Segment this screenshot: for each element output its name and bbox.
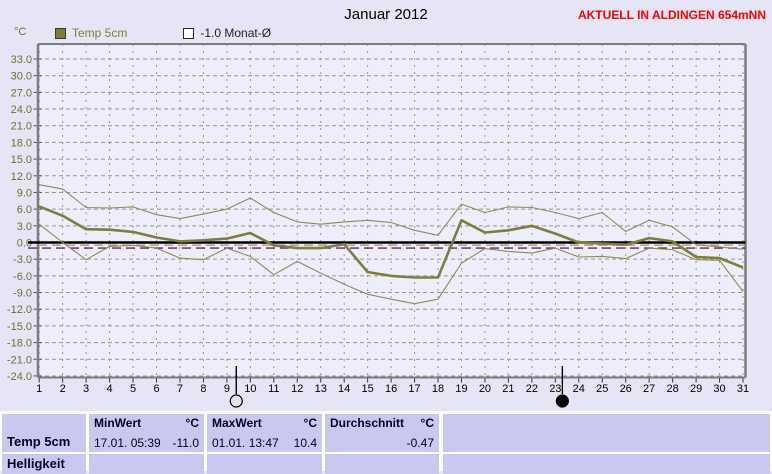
svg-text:-9.0: -9.0	[13, 288, 32, 300]
svg-text:8: 8	[200, 383, 206, 395]
station-note: AKTUELL IN ALDINGEN 654mNN	[577, 8, 766, 22]
svg-text:16: 16	[385, 383, 397, 395]
svg-text:-24.0: -24.0	[7, 371, 32, 383]
svg-text:2: 2	[60, 383, 66, 395]
svg-text:30.0: 30.0	[11, 71, 32, 83]
svg-text:27.0: 27.0	[11, 87, 32, 99]
svg-text:-3.0: -3.0	[13, 254, 32, 266]
minwert-cell: MinWert °C 17.01. 05:39 -11.0	[89, 414, 204, 452]
svg-text:24: 24	[573, 383, 585, 395]
svg-text:20: 20	[479, 383, 491, 395]
svg-text:4: 4	[107, 383, 113, 395]
svg-text:15: 15	[362, 383, 374, 395]
minwert-unit: °C	[185, 416, 199, 430]
svg-text:31: 31	[737, 383, 749, 395]
svg-text:21: 21	[502, 383, 514, 395]
statistics-table: Temp 5cm MinWert °C 17.01. 05:39 -11.0 M…	[0, 411, 772, 474]
temp5cm-legend-label: Temp 5cm	[72, 26, 128, 40]
svg-text:27: 27	[643, 383, 655, 395]
svg-text:22: 22	[526, 383, 538, 395]
maxwert-unit: °C	[303, 416, 317, 430]
svg-text:6: 6	[153, 383, 159, 395]
svg-text:11: 11	[268, 383, 279, 395]
maxwert-value: 10.4	[293, 436, 317, 450]
svg-text:14: 14	[338, 383, 350, 395]
svg-text:12.0: 12.0	[11, 171, 32, 183]
svg-text:9: 9	[224, 383, 230, 395]
svg-text:12: 12	[291, 383, 303, 395]
svg-text:1: 1	[36, 383, 42, 395]
y-axis-unit-label: °C	[14, 26, 27, 38]
svg-text:17: 17	[408, 383, 420, 395]
svg-text:-12.0: -12.0	[7, 304, 32, 316]
svg-text:-21.0: -21.0	[7, 354, 32, 366]
durchschnitt-value: -0.47	[406, 436, 434, 450]
svg-text:18.0: 18.0	[11, 137, 32, 149]
svg-text:7: 7	[177, 383, 183, 395]
monat-mean-legend-label: -1.0 Monat-Ø	[200, 26, 272, 40]
svg-text:13: 13	[315, 383, 327, 395]
svg-text:6.0: 6.0	[17, 204, 32, 216]
measurement-name-cell: Temp 5cm	[2, 414, 86, 452]
temperature-chart: 33.030.027.024.021.018.015.012.09.06.03.…	[7, 43, 749, 408]
svg-text:0.0: 0.0	[17, 238, 32, 250]
svg-text:23: 23	[549, 383, 561, 395]
durchschnitt-header: Durchschnitt	[330, 416, 405, 430]
page-title: Januar 2012	[344, 6, 428, 23]
measurement-label: Temp 5cm	[7, 434, 71, 449]
svg-text:28: 28	[666, 383, 678, 395]
svg-text:24.0: 24.0	[11, 104, 32, 116]
svg-text:10: 10	[244, 383, 256, 395]
durchschnitt-cell: Durchschnitt °C -0.47	[325, 414, 439, 452]
minwert-header: MinWert	[94, 416, 142, 430]
svg-text:18: 18	[432, 383, 444, 395]
svg-text:21.0: 21.0	[11, 121, 32, 133]
maxwert-header: MaxWert	[212, 416, 262, 430]
temp5cm-legend-swatch	[55, 27, 66, 39]
svg-text:26: 26	[620, 383, 632, 395]
measurement-label: Helligkeit	[7, 456, 65, 471]
svg-text:29: 29	[690, 383, 702, 395]
svg-text:3.0: 3.0	[17, 221, 32, 233]
minwert-datetime: 17.01. 05:39	[94, 436, 161, 450]
maxwert-datetime: 01.01. 13:47	[212, 436, 279, 450]
chart-legend: Temp 5cm -1.0 Monat-Ø	[55, 26, 271, 40]
svg-text:-18.0: -18.0	[7, 338, 32, 350]
monat-mean-legend-swatch	[183, 27, 195, 39]
svg-text:30: 30	[713, 383, 725, 395]
svg-text:-6.0: -6.0	[13, 271, 32, 283]
svg-text:19: 19	[455, 383, 467, 395]
svg-text:3: 3	[83, 383, 89, 395]
minwert-value: -11.0	[172, 436, 199, 450]
svg-text:9.0: 9.0	[17, 187, 32, 199]
table-row: Temp 5cm MinWert °C 17.01. 05:39 -11.0 M…	[2, 414, 770, 452]
empty-cell	[443, 414, 770, 452]
svg-text:25: 25	[596, 383, 608, 395]
svg-text:5: 5	[130, 383, 136, 395]
svg-text:15.0: 15.0	[11, 154, 32, 166]
table-row-clipped: Helligkeit	[2, 454, 770, 474]
durchschnitt-unit: °C	[420, 416, 434, 430]
svg-text:-15.0: -15.0	[7, 321, 32, 333]
maxwert-cell: MaxWert °C 01.01. 13:47 10.4	[207, 414, 322, 452]
svg-text:33.0: 33.0	[11, 54, 32, 66]
measurement-name-cell: Helligkeit	[2, 454, 86, 474]
